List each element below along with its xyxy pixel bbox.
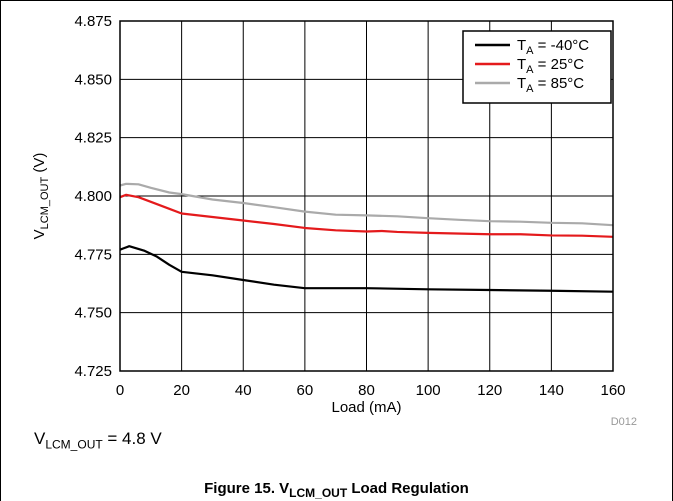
figure-caption: Figure 15. VLCM_OUT Load Regulation [204, 480, 469, 500]
load-regulation-chart: 0 20 40 60 80 100 120 140 160 4.725 4.750 4.775 4.80… [31, 13, 637, 428]
y-tick-label: 4.800 [74, 188, 112, 205]
frame-left-border [0, 0, 1, 501]
y-tick-label: 4.825 [74, 130, 112, 147]
x-tick-label: 0 [116, 382, 124, 399]
legend-box [462, 30, 612, 104]
x-tick-label: 140 [539, 382, 564, 399]
y-axis-label: VLCM_OUT (V) [31, 153, 51, 240]
x-tick-label: 100 [416, 382, 441, 399]
x-tick-label: 60 [297, 382, 314, 399]
series-line-2 [119, 182, 614, 227]
y-tick-label: 4.750 [74, 305, 112, 322]
frame-top-border [0, 0, 673, 1]
legend-label-2: TA = 85°C [517, 75, 584, 95]
legend-label-1: TA = 25°C [517, 56, 584, 76]
x-tick-label: 160 [600, 382, 625, 399]
figure-id-label: D012 [611, 416, 637, 428]
x-tick-label: 40 [235, 382, 252, 399]
plot-border [119, 20, 614, 372]
x-tick-label: 120 [477, 382, 502, 399]
condition-note: VLCM_OUT = 4.8 V [34, 429, 162, 452]
x-axis-label: Load (mA) [331, 399, 401, 416]
legend-label-0: TA = -40°C [517, 37, 589, 57]
x-tick-label: 20 [173, 382, 190, 399]
x-tick-label: 80 [358, 382, 375, 399]
y-tick-label: 4.850 [74, 71, 112, 88]
series-line-0 [119, 245, 614, 293]
y-tick-label: 4.775 [74, 246, 112, 263]
series-line-1 [119, 193, 614, 238]
y-tick-label: 4.875 [74, 13, 112, 30]
y-tick-label: 4.725 [74, 363, 112, 380]
